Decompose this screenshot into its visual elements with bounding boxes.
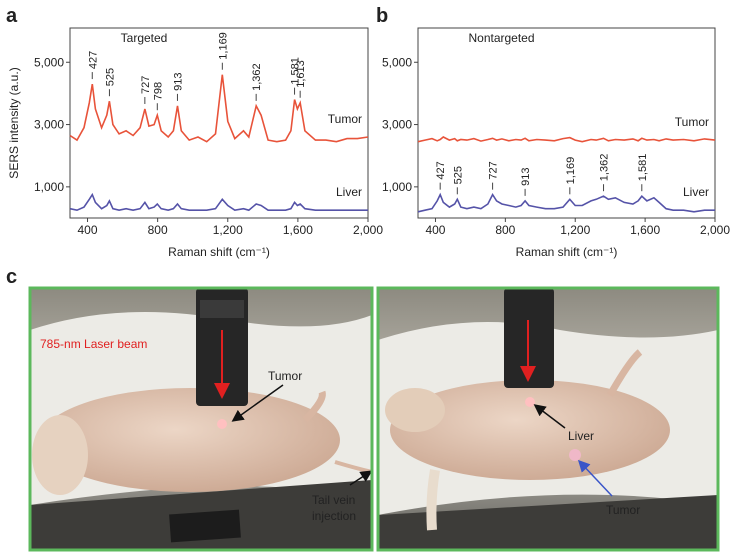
laser-label: 785-nm Laser beam (40, 337, 147, 351)
x-tick-label: 2,000 (700, 223, 730, 237)
tumor-label: Tumor (268, 369, 302, 383)
peak-label: 1,613 (295, 60, 307, 88)
series-line (417, 136, 716, 143)
peak-label: 913 (520, 168, 532, 186)
y-tick-label: 3,000 (382, 118, 412, 132)
x-tick-label: 400 (425, 223, 445, 237)
series-label: Tumor (328, 112, 362, 126)
tumor-label: Tumor (606, 503, 640, 517)
x-tick-label: 800 (495, 223, 515, 237)
x-axis-label: Raman shift (cm⁻¹) (516, 245, 618, 259)
liver-label: Liver (568, 429, 594, 443)
y-tick-label: 5,000 (382, 55, 412, 69)
peak-label: 1,581 (637, 154, 649, 182)
y-tick-label: 1,000 (34, 180, 64, 194)
series-label: Tumor (675, 115, 709, 129)
panel-label: a (6, 5, 18, 27)
peak-label: 727 (140, 76, 152, 94)
peak-label: 525 (104, 68, 116, 86)
x-axis-label: Raman shift (cm⁻¹) (168, 245, 270, 259)
injection-label: injection (312, 509, 356, 523)
x-tick-label: 2,000 (353, 223, 383, 237)
x-tick-label: 800 (148, 223, 168, 237)
series-line (417, 192, 715, 213)
annotation: Nontargeted (468, 31, 534, 45)
y-tick-label: 5,000 (34, 55, 64, 69)
peak-label: 1,169 (217, 32, 229, 60)
peak-label: 525 (452, 166, 464, 184)
peak-label: 1,362 (599, 154, 611, 182)
series-line (69, 192, 368, 212)
injection-label: Tail vein (312, 493, 355, 507)
plot-frame (417, 27, 716, 219)
y-tick-label: 1,000 (382, 180, 412, 194)
plot-frame (69, 27, 369, 219)
x-tick-label: 1,600 (283, 223, 313, 237)
annotation: Targeted (121, 31, 168, 45)
y-tick-label: 3,000 (34, 118, 64, 132)
x-tick-label: 1,200 (213, 223, 243, 237)
peak-label: 1,169 (565, 157, 577, 185)
photo-right: Liver Tumor (376, 286, 720, 552)
photo-left: 785-nm Laser beam Tumor Tail vein inject… (28, 286, 374, 552)
x-tick-label: 1,600 (630, 223, 660, 237)
peak-label: 1,581 (290, 57, 302, 85)
peak-label: 727 (488, 161, 500, 179)
series-label: Liver (683, 185, 709, 199)
peak-label: 1,362 (251, 63, 263, 91)
peak-label: 427 (87, 51, 99, 69)
panel-label: b (376, 5, 388, 27)
x-tick-label: 400 (78, 223, 98, 237)
panel-label: c (6, 266, 17, 288)
y-axis-label: SERS intensity (a.u.) (7, 67, 21, 178)
peak-label: 798 (152, 82, 164, 100)
series-line (69, 74, 369, 143)
peak-label: 913 (172, 73, 184, 91)
series-label: Liver (336, 185, 362, 199)
peak-label: 427 (435, 161, 447, 179)
x-tick-label: 1,200 (560, 223, 590, 237)
